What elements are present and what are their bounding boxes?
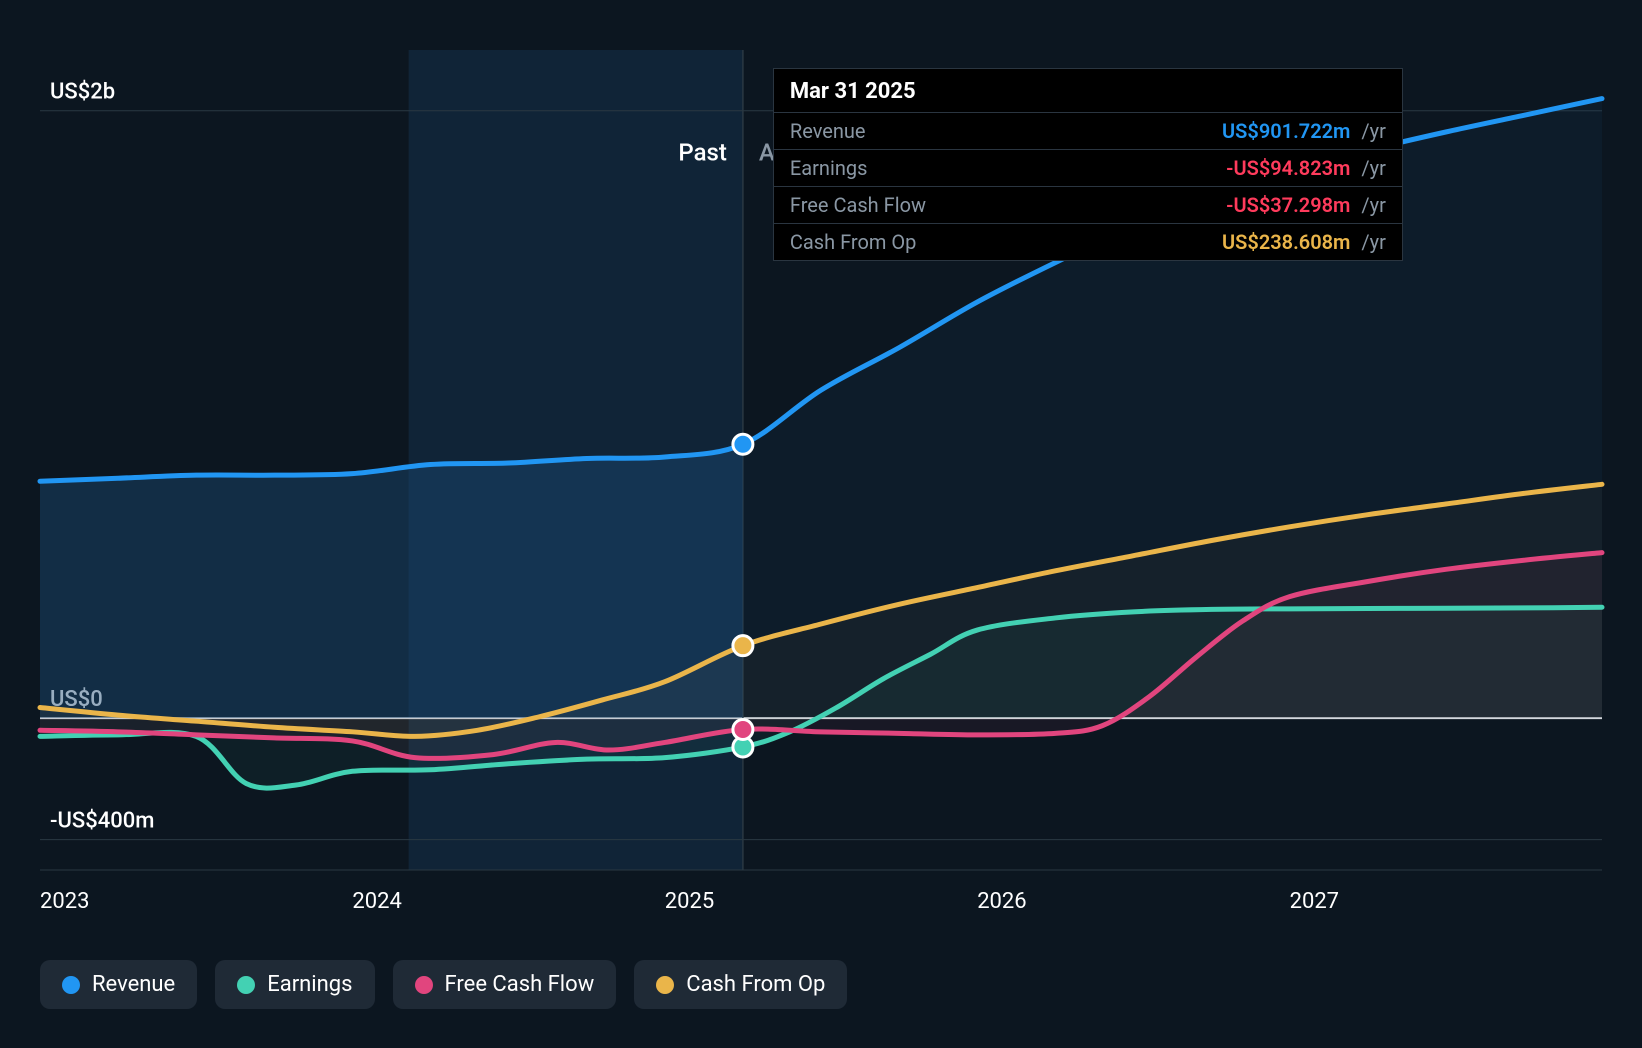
svg-text:Past: Past: [678, 139, 726, 167]
legend-item-label: Revenue: [92, 972, 175, 997]
svg-text:2024: 2024: [352, 889, 401, 914]
tooltip-title: Mar 31 2025: [774, 69, 1402, 113]
svg-text:2027: 2027: [1290, 889, 1339, 914]
legend-dot-icon: [656, 976, 674, 994]
legend-item-label: Cash From Op: [686, 972, 825, 997]
svg-text:2023: 2023: [40, 889, 89, 914]
svg-text:2025: 2025: [665, 889, 714, 914]
legend-item-free-cash-flow[interactable]: Free Cash Flow: [393, 960, 617, 1009]
svg-text:-US$400m: -US$400m: [50, 809, 154, 834]
legend-item-label: Earnings: [267, 972, 352, 997]
chart-legend: Revenue Earnings Free Cash Flow Cash From O…: [30, 960, 1612, 1009]
tooltip-row-label: Earnings: [790, 156, 868, 180]
tooltip-row: Free Cash Flow -US$37.298m /yr: [774, 187, 1402, 224]
tooltip-row: Cash From Op US$238.608m /yr: [774, 224, 1402, 260]
tooltip-row-label: Free Cash Flow: [790, 193, 926, 217]
tooltip-row-label: Revenue: [790, 119, 866, 143]
legend-item-revenue[interactable]: Revenue: [40, 960, 197, 1009]
tooltip-row-value: -US$94.823m /yr: [1226, 156, 1386, 180]
legend-item-label: Free Cash Flow: [445, 972, 595, 997]
tooltip-row-value: US$238.608m /yr: [1222, 230, 1386, 254]
legend-dot-icon: [62, 976, 80, 994]
tooltip-row-label: Cash From Op: [790, 230, 916, 254]
tooltip-row: Revenue US$901.722m /yr: [774, 113, 1402, 150]
tooltip-row-value: US$901.722m /yr: [1222, 119, 1386, 143]
chart-tooltip: Mar 31 2025 Revenue US$901.722m /yr Earnin…: [773, 68, 1403, 261]
tooltip-row-value: -US$37.298m /yr: [1226, 193, 1386, 217]
svg-text:US$2b: US$2b: [50, 80, 115, 105]
chart-area[interactable]: US$2bUS$0-US$400mPastAnalysts Forecasts2…: [30, 30, 1612, 930]
chart-wrap: US$2bUS$0-US$400mPastAnalysts Forecasts2…: [0, 0, 1642, 1048]
legend-dot-icon: [237, 976, 255, 994]
svg-text:2026: 2026: [977, 889, 1026, 914]
tooltip-row: Earnings -US$94.823m /yr: [774, 150, 1402, 187]
legend-item-earnings[interactable]: Earnings: [215, 960, 374, 1009]
legend-item-cash-from-op[interactable]: Cash From Op: [634, 960, 847, 1009]
legend-dot-icon: [415, 976, 433, 994]
